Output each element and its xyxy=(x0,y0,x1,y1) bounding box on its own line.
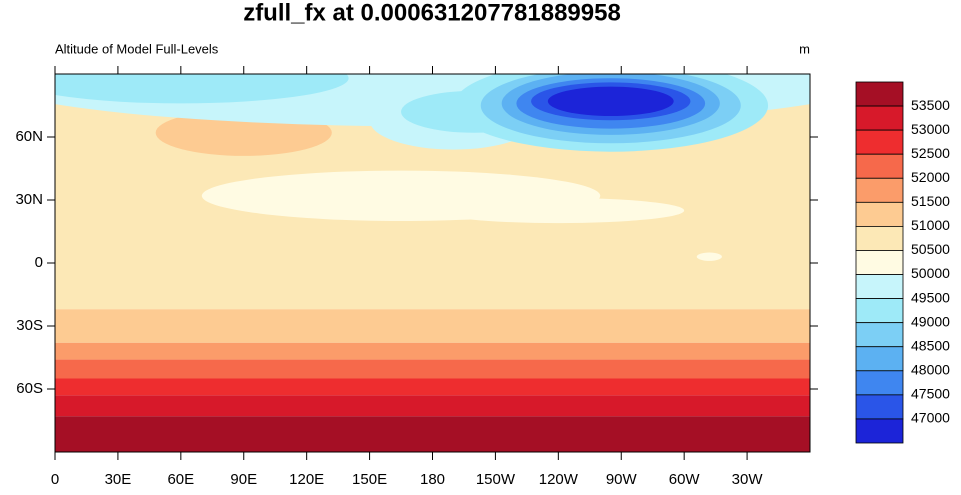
x-tick-label: 60W xyxy=(669,471,701,488)
colorbar-box xyxy=(855,394,904,420)
field-band xyxy=(55,378,810,396)
colorbar-box xyxy=(855,129,904,155)
field-region xyxy=(547,86,674,117)
left-label: Altitude of Model Full-Levels xyxy=(55,41,219,56)
y-tick-label: 30S xyxy=(16,317,43,334)
field-band xyxy=(55,359,810,379)
colorbar-box xyxy=(855,201,904,227)
y-tick-label: 60N xyxy=(15,128,43,145)
x-tick-label: 120W xyxy=(539,471,579,488)
x-tick-label: 150W xyxy=(476,471,516,488)
colorbar-label: 50500 xyxy=(911,241,950,257)
colorbar-box xyxy=(855,418,904,444)
colorbar-label: 47000 xyxy=(911,410,950,426)
y-tick-label: 30N xyxy=(15,191,43,208)
colorbar-box xyxy=(855,225,904,251)
field-band xyxy=(55,342,810,360)
x-tick-label: 90W xyxy=(606,471,638,488)
colorbar-label: 53500 xyxy=(911,97,950,113)
colorbar-label: 47500 xyxy=(911,386,950,402)
field-band xyxy=(55,309,810,343)
x-tick-label: 60E xyxy=(167,471,194,488)
field-region xyxy=(432,197,685,224)
colorbar-label: 52000 xyxy=(911,169,950,185)
field-band xyxy=(55,416,810,452)
colorbar-box xyxy=(855,105,904,131)
colorbar: 53500 53000 52500 52000 51500 51000 50500 50000… xyxy=(855,81,950,444)
colorbar-box xyxy=(855,370,904,396)
y-tick-label: 60S xyxy=(16,380,43,397)
colorbar-box xyxy=(855,274,904,299)
x-tick-label: 150E xyxy=(352,471,387,488)
x-tick-label: 120E xyxy=(289,471,324,488)
colorbar-label: 50000 xyxy=(911,265,950,281)
colorbar-label: 48500 xyxy=(911,337,950,353)
title: zfull_fx at 0.000631207781889958 xyxy=(243,0,621,26)
colorbar-label: 51500 xyxy=(911,193,950,209)
colorbar-label: 48000 xyxy=(911,362,950,378)
x-tick-label: 90E xyxy=(230,471,257,488)
units: m xyxy=(799,41,810,56)
field-band xyxy=(55,395,810,417)
colorbar-box xyxy=(855,153,904,179)
y-tick-label: 0 xyxy=(35,254,43,271)
colorbar-label: 51000 xyxy=(911,217,950,233)
field-region xyxy=(696,252,722,261)
colorbar-box xyxy=(855,322,904,348)
colorbar-box xyxy=(855,81,904,107)
colorbar-label: 52500 xyxy=(911,145,950,161)
x-tick-label: 30E xyxy=(105,471,132,488)
colorbar-label: 53000 xyxy=(911,121,950,137)
colorbar-box xyxy=(855,346,904,372)
colorbar-box xyxy=(855,298,904,324)
colorbar-label: 49000 xyxy=(911,313,950,329)
colorbar-box xyxy=(855,250,904,275)
colorbar-box xyxy=(855,177,904,203)
x-tick-label: 30W xyxy=(732,471,764,488)
x-tick-label: 0 xyxy=(51,471,59,488)
field-region xyxy=(55,74,349,104)
colorbar-label: 49500 xyxy=(911,289,950,305)
field xyxy=(55,74,810,452)
x-tick-label: 180 xyxy=(420,471,445,488)
